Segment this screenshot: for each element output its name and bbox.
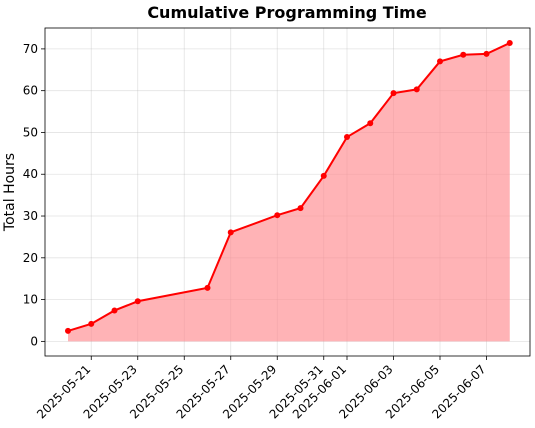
y-tick-label: 20 <box>23 251 38 265</box>
data-point <box>413 86 420 93</box>
data-point <box>111 307 118 314</box>
y-tick-label: 70 <box>23 42 38 56</box>
data-point <box>227 229 234 236</box>
y-tick-label: 50 <box>23 125 38 139</box>
data-point <box>274 212 281 219</box>
data-point <box>367 120 374 127</box>
data-point <box>134 298 141 305</box>
y-tick-label: 40 <box>23 167 38 181</box>
y-axis-label: Total Hours <box>2 153 18 232</box>
area-fill <box>68 43 510 342</box>
data-point <box>437 58 443 65</box>
data-point <box>390 90 397 97</box>
area-layer <box>68 43 510 342</box>
chart-title: Cumulative Programming Time <box>147 3 427 22</box>
marker-layer <box>65 40 513 334</box>
y-tick-label: 60 <box>23 84 38 98</box>
plot-frame <box>44 27 531 357</box>
data-point <box>65 327 71 334</box>
y-tick-label: 30 <box>23 209 38 223</box>
data-point <box>297 205 304 212</box>
y-tick-label: 10 <box>23 293 38 307</box>
y-tick-label: 0 <box>30 334 38 348</box>
data-point <box>506 40 513 47</box>
data-point <box>344 134 350 141</box>
data-point <box>483 50 490 57</box>
data-point <box>320 172 327 179</box>
data-point <box>204 284 211 291</box>
data-point <box>88 320 95 327</box>
data-point <box>460 51 467 58</box>
